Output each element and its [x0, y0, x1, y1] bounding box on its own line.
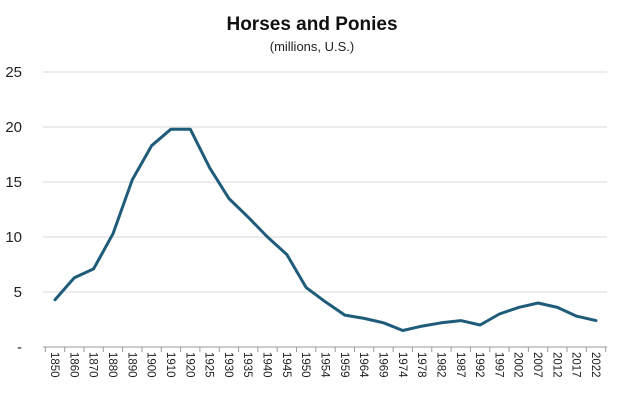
x-tick-label: 1978	[415, 352, 427, 378]
x-tick-label: 1900	[145, 352, 157, 378]
x-tick-label: 1992	[473, 352, 485, 378]
y-tick-label: 25	[5, 64, 22, 81]
x-tick-label: 1935	[241, 352, 253, 378]
x-tick-label: 1920	[183, 352, 195, 378]
x-tick-label: 1997	[492, 352, 504, 378]
x-tick-label: 1954	[319, 352, 331, 378]
x-tick-label: 1925	[203, 352, 215, 378]
x-tick-label: 2017	[570, 352, 582, 378]
y-tick-label: -	[17, 339, 22, 356]
x-tick-label: 1974	[396, 352, 408, 378]
chart-subtitle: (millions, U.S.)	[270, 39, 355, 54]
y-axis-ticks: - 5 10 15 20 25	[5, 64, 22, 356]
x-tick-label: 1860	[67, 352, 79, 378]
x-tick-label: 1959	[338, 352, 350, 378]
gridlines	[43, 71, 607, 348]
x-tick-label: 1964	[357, 352, 369, 378]
y-tick-label: 5	[14, 284, 22, 301]
y-tick-label: 15	[5, 174, 22, 191]
x-tick-label: 1987	[454, 352, 466, 378]
x-tick-label: 1969	[376, 352, 388, 378]
series-line-0	[53, 127, 598, 332]
x-tick-label: 1850	[48, 352, 60, 378]
x-tick-label: 1890	[125, 352, 137, 378]
y-tick-label: 10	[5, 229, 22, 246]
series-layer	[53, 127, 598, 332]
x-tick-label: 1870	[87, 352, 99, 378]
x-tick-label: 2012	[550, 352, 562, 378]
chart-title: Horses and Ponies	[226, 14, 397, 35]
x-axis-ticks: 1850 1860 1870 1880 1890 1900 1910 1920 1925 1930…	[44, 347, 607, 378]
x-tick-label: 1880	[106, 352, 118, 378]
x-tick-label: 2002	[512, 352, 524, 378]
y-tick-label: 20	[5, 119, 22, 136]
x-tick-label: 1950	[299, 352, 311, 378]
x-tick-label: 1930	[222, 352, 234, 378]
x-tick-label: 1940	[261, 352, 273, 378]
x-tick-label: 1945	[280, 352, 292, 378]
x-tick-label: 2022	[589, 352, 601, 378]
x-tick-label: 1910	[164, 352, 176, 378]
x-tick-label: 1982	[434, 352, 446, 378]
x-tick-label: 2007	[531, 352, 543, 378]
